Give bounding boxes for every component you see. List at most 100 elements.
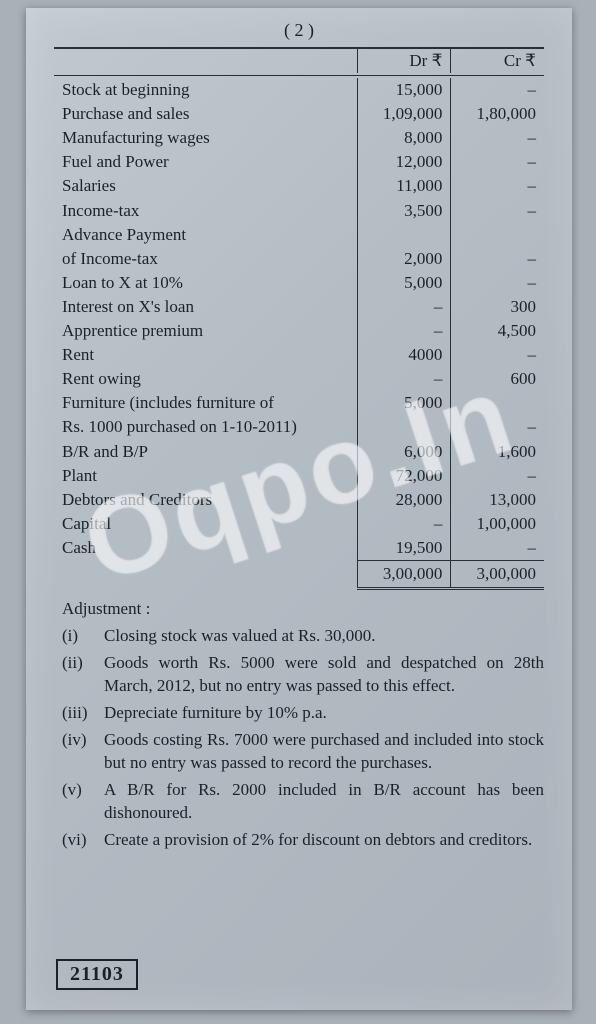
table-row: Furniture (includes furniture of5,000 xyxy=(54,391,544,415)
row-desc: Salaries xyxy=(54,174,358,198)
row-dr: – xyxy=(358,295,451,319)
row-dr: 4000 xyxy=(358,343,451,367)
row-cr: 1,600 xyxy=(451,440,544,464)
row-cr: – xyxy=(451,126,544,150)
adjustments-section: Adjustment : (i)Closing stock was valued… xyxy=(54,598,544,851)
row-cr: 1,80,000 xyxy=(451,102,544,126)
table-row: Rent4000– xyxy=(54,343,544,367)
row-cr: – xyxy=(451,271,544,295)
table-row: Capital–1,00,000 xyxy=(54,512,544,536)
row-dr: 19,500 xyxy=(358,536,451,561)
rule-header xyxy=(54,75,544,76)
row-desc: Rs. 1000 purchased on 1-10-2011) xyxy=(54,415,358,439)
row-cr: – xyxy=(451,247,544,271)
table-row: Income-tax3,500– xyxy=(54,199,544,223)
row-dr xyxy=(358,415,451,439)
header-cr: Cr ₹ xyxy=(451,49,544,73)
row-dr: 1,09,000 xyxy=(358,102,451,126)
adjustment-text: Closing stock was valued at Rs. 30,000. xyxy=(104,625,544,648)
adjustment-text: Goods costing Rs. 7000 were purchased an… xyxy=(104,729,544,775)
row-dr: – xyxy=(358,367,451,391)
row-cr: 1,00,000 xyxy=(451,512,544,536)
row-desc: Interest on X's loan xyxy=(54,295,358,319)
row-dr: – xyxy=(358,319,451,343)
row-desc: Purchase and sales xyxy=(54,102,358,126)
adjustment-text: Goods worth Rs. 5000 were sold and despa… xyxy=(104,652,544,698)
adjustment-item: (iii)Depreciate furniture by 10% p.a. xyxy=(62,702,544,725)
header-blank xyxy=(54,49,358,73)
adjustment-item: (vi)Create a provision of 2% for discoun… xyxy=(62,829,544,852)
row-desc: Capital xyxy=(54,512,358,536)
row-cr xyxy=(451,223,544,247)
page-number: ( 2 ) xyxy=(54,20,544,41)
row-dr: 8,000 xyxy=(358,126,451,150)
row-dr: 6,000 xyxy=(358,440,451,464)
adjustment-number: (iv) xyxy=(62,729,104,775)
table-row: Salaries11,000– xyxy=(54,174,544,198)
row-desc: Stock at beginning xyxy=(54,78,358,102)
row-cr xyxy=(451,391,544,415)
row-cr: – xyxy=(451,199,544,223)
row-desc: Advance Payment xyxy=(54,223,358,247)
adjustment-item: (iv)Goods costing Rs. 7000 were purchase… xyxy=(62,729,544,775)
row-cr: – xyxy=(451,464,544,488)
adjustment-number: (ii) xyxy=(62,652,104,698)
table-row: Cash19,500– xyxy=(54,536,544,561)
paper-code: 21103 xyxy=(56,959,138,990)
row-dr: – xyxy=(358,512,451,536)
adjustments-heading: Adjustment : xyxy=(62,598,544,621)
adjustment-number: (iii) xyxy=(62,702,104,725)
adjustment-text: Create a provision of 2% for discount on… xyxy=(104,829,544,852)
row-cr: – xyxy=(451,150,544,174)
table-row: Fuel and Power12,000– xyxy=(54,150,544,174)
total-cr: 3,00,000 xyxy=(451,560,544,588)
row-desc: Manufacturing wages xyxy=(54,126,358,150)
row-cr: – xyxy=(451,415,544,439)
row-desc: Rent owing xyxy=(54,367,358,391)
total-row: 3,00,000 3,00,000 xyxy=(54,560,544,588)
table-row: Rent owing–600 xyxy=(54,367,544,391)
table-row: Debtors and Creditors28,00013,000 xyxy=(54,488,544,512)
row-dr: 72,000 xyxy=(358,464,451,488)
adjustment-number: (i) xyxy=(62,625,104,648)
row-desc: of Income-tax xyxy=(54,247,358,271)
adjustments-list: (i)Closing stock was valued at Rs. 30,00… xyxy=(62,625,544,851)
row-desc: Loan to X at 10% xyxy=(54,271,358,295)
adjustment-text: A B/R for Rs. 2000 included in B/R accou… xyxy=(104,779,544,825)
row-dr: 2,000 xyxy=(358,247,451,271)
row-dr: 12,000 xyxy=(358,150,451,174)
row-cr: – xyxy=(451,78,544,102)
row-desc: B/R and B/P xyxy=(54,440,358,464)
page: Oqpo.In ( 2 ) Dr ₹ Cr ₹ Stock at beginni… xyxy=(26,8,572,1010)
row-dr: 28,000 xyxy=(358,488,451,512)
row-dr: 11,000 xyxy=(358,174,451,198)
table-row: Manufacturing wages8,000– xyxy=(54,126,544,150)
row-cr: – xyxy=(451,343,544,367)
table-row: Purchase and sales1,09,0001,80,000 xyxy=(54,102,544,126)
table-row: Stock at beginning15,000– xyxy=(54,78,544,102)
row-dr: 5,000 xyxy=(358,391,451,415)
adjustment-item: (i)Closing stock was valued at Rs. 30,00… xyxy=(62,625,544,648)
table-row: Rs. 1000 purchased on 1-10-2011) – xyxy=(54,415,544,439)
adjustment-item: (ii)Goods worth Rs. 5000 were sold and d… xyxy=(62,652,544,698)
row-dr: 5,000 xyxy=(358,271,451,295)
row-cr: 4,500 xyxy=(451,319,544,343)
table-row: Plant72,000– xyxy=(54,464,544,488)
row-dr xyxy=(358,223,451,247)
row-dr: 15,000 xyxy=(358,78,451,102)
total-dr: 3,00,000 xyxy=(358,560,451,588)
row-cr: 13,000 xyxy=(451,488,544,512)
adjustment-text: Depreciate furniture by 10% p.a. xyxy=(104,702,544,725)
row-desc: Fuel and Power xyxy=(54,150,358,174)
row-desc: Debtors and Creditors xyxy=(54,488,358,512)
adjustment-number: (v) xyxy=(62,779,104,825)
adjustment-item: (v)A B/R for Rs. 2000 included in B/R ac… xyxy=(62,779,544,825)
adjustment-number: (vi) xyxy=(62,829,104,852)
row-desc: Apprentice premium xyxy=(54,319,358,343)
row-desc: Cash xyxy=(54,536,358,561)
row-cr: – xyxy=(451,174,544,198)
table-row: Advance Payment xyxy=(54,223,544,247)
trial-balance-table: Dr ₹ Cr ₹ Stock at beginning15,000–Purch… xyxy=(54,49,544,590)
header-dr: Dr ₹ xyxy=(358,49,451,73)
row-cr: – xyxy=(451,536,544,561)
